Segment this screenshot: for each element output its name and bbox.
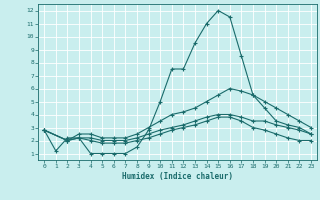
X-axis label: Humidex (Indice chaleur): Humidex (Indice chaleur) <box>122 172 233 181</box>
